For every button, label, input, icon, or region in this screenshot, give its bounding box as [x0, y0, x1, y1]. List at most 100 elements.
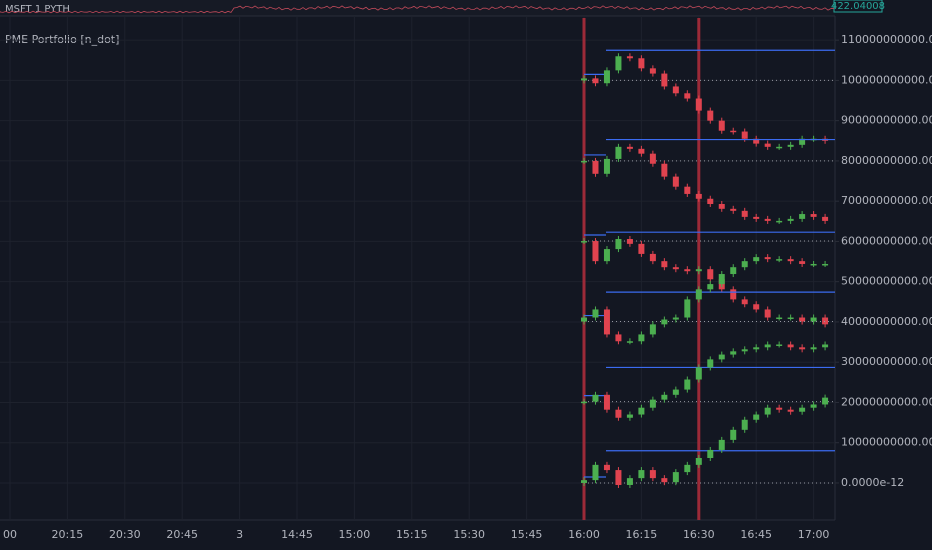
candle-body: [638, 148, 645, 154]
candle-body: [764, 309, 771, 318]
candle-body: [753, 216, 760, 219]
x-tick-label: 15:30: [453, 528, 485, 541]
symbol: MSFT 1 PYTH: [5, 4, 70, 15]
x-tick-label: 16:45: [740, 528, 772, 541]
candle-body: [822, 397, 829, 405]
candle-body: [626, 56, 633, 59]
candle-body: [684, 93, 691, 99]
candle-body: [649, 153, 656, 164]
candle-body: [626, 239, 633, 244]
candle-body: [684, 269, 691, 272]
candle-body: [615, 334, 622, 342]
x-tick-label: 15:00: [339, 528, 371, 541]
candle-body: [741, 261, 748, 268]
candle-body: [615, 470, 622, 485]
candle-body: [799, 347, 806, 350]
y-tick-label: 10000000000.0000e-12: [841, 436, 932, 449]
candle-body: [626, 414, 633, 418]
y-tick-label: 60000000000.0000e-12: [841, 234, 932, 247]
candle-body: [661, 163, 668, 177]
candle-body: [592, 464, 599, 481]
candle-body: [741, 419, 748, 430]
candle-body: [672, 389, 679, 395]
candle-body: [741, 349, 748, 352]
price-tag: [833, 0, 883, 13]
candle-body: [581, 241, 587, 243]
candle-body: [581, 78, 587, 81]
candle-body: [707, 359, 714, 368]
candle-body: [730, 130, 737, 133]
candle-body: [592, 78, 599, 84]
candle-body: [787, 144, 794, 147]
candle-body: [718, 354, 725, 360]
indicator-title[interactable]: PME Portfolio [n_dot]: [5, 33, 119, 46]
candle-body: [810, 214, 817, 217]
y-tick-label: 20000000000.0000e-12: [841, 395, 932, 408]
candle-body: [707, 198, 714, 204]
x-tick-label: 16:15: [626, 528, 658, 541]
candle-body: [626, 341, 633, 343]
x-tick-label: 15:15: [396, 528, 428, 541]
candle-body: [753, 347, 760, 350]
candle-body: [592, 394, 599, 402]
candle-body: [707, 284, 714, 290]
candle-body: [592, 309, 599, 318]
candle-body: [799, 261, 806, 264]
candle-body: [615, 409, 622, 418]
candle-body: [753, 304, 760, 310]
candle-body: [615, 56, 622, 71]
candle-body: [695, 458, 702, 465]
candle-body: [684, 379, 691, 390]
candle-body: [638, 243, 645, 254]
candle-body: [776, 407, 783, 410]
candle-body: [684, 464, 691, 473]
candle-body: [810, 317, 817, 322]
candle-body: [684, 299, 691, 318]
candle-body: [753, 138, 760, 144]
candle-body: [741, 299, 748, 305]
candle-body: [603, 70, 610, 84]
candle-body: [730, 267, 737, 275]
y-tick-label: 100000000000.0000e-12: [841, 73, 932, 86]
price-label: 422.04008: [831, 1, 885, 12]
candle-body: [626, 146, 633, 149]
candle-body: [638, 470, 645, 479]
candle-body: [730, 208, 737, 211]
candle-body: [649, 68, 656, 74]
candle-body: [661, 478, 668, 483]
candle-body: [672, 267, 679, 270]
candle-body: [741, 210, 748, 217]
candle-body: [603, 394, 610, 410]
candle-body: [707, 110, 714, 121]
candle-body: [730, 429, 737, 440]
x-tick-label: 16:30: [683, 528, 715, 541]
candle-body: [581, 160, 587, 163]
candle-body: [661, 261, 668, 268]
candle-body: [822, 317, 829, 325]
candle-body: [603, 464, 610, 471]
y-tick-label: 80000000000.0000e-12: [841, 154, 932, 167]
candle-body: [787, 317, 794, 320]
x-tick-label: 17:00: [798, 528, 830, 541]
candle-body: [764, 407, 771, 415]
candle-body: [592, 160, 599, 174]
candle-body: [695, 367, 702, 380]
candle-body: [581, 317, 587, 322]
candle-body: [707, 269, 714, 280]
candle-body: [810, 404, 817, 408]
candle-body: [615, 146, 622, 159]
candle-body: [592, 241, 599, 262]
candle-body: [730, 289, 737, 300]
candle-body: [649, 324, 656, 335]
candle-body: [672, 317, 679, 320]
candle-body: [638, 58, 645, 69]
candle-body: [626, 478, 633, 485]
x-tick-label: 20:45: [166, 528, 198, 541]
candle-body: [799, 138, 806, 145]
x-tick-label: 00: [3, 528, 17, 541]
candle-body: [787, 218, 794, 221]
y-tick-label: 70000000000.0000e-12: [841, 194, 932, 207]
candle-body: [661, 73, 668, 87]
candle-body: [787, 259, 794, 262]
